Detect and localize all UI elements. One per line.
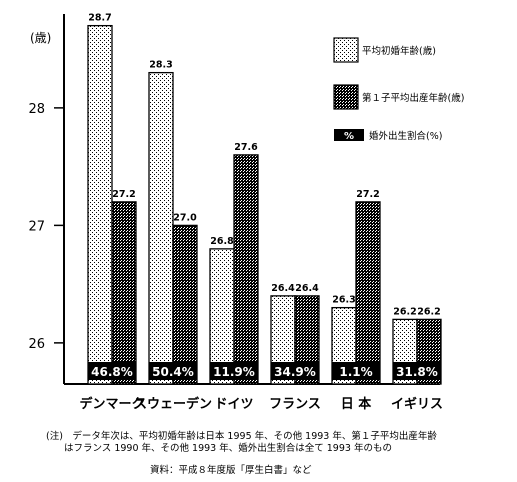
- legend-swatch: [334, 129, 364, 141]
- out-of-wedlock-box: [271, 362, 319, 380]
- data-label: 26.2: [417, 306, 440, 317]
- bar-first-birth-age: [172, 224, 198, 385]
- x-category-label: ドイツ: [214, 397, 253, 412]
- data-label: 27.6: [234, 142, 258, 153]
- y-tick-label: 27: [28, 219, 45, 234]
- out-of-wedlock-label: 46.8%: [91, 365, 133, 379]
- out-of-wedlock-label: 34.9%: [274, 365, 316, 379]
- bar-first-birth-age: [233, 154, 259, 385]
- footnote-line-1: (注) データ年次は、平均初婚年齢は日本 1995 年、その他 1993 年、第…: [46, 431, 437, 442]
- out-of-wedlock-label: 50.4%: [152, 365, 194, 379]
- x-category-label: フランス: [269, 397, 321, 412]
- bar-first-marriage-age: [87, 24, 113, 385]
- source-note: 資料：平成８年度版「厚生白書」など: [150, 465, 312, 476]
- y-unit-label: (歳): [30, 31, 51, 45]
- bars-layer: 28.7 27.2 46.8% デンマーク 28.3 27.0 50.4% スウェーデン 26.…: [79, 13, 443, 412]
- legend-swatch-symbol: %: [344, 131, 354, 142]
- out-of-wedlock-label: 11.9%: [213, 365, 255, 379]
- bar-chart: (歳) 26 27 28 28.7 27.2 46.8% デンマーク 28.3 27.0 50.4…: [28, 13, 464, 412]
- data-label: 26.4: [271, 283, 295, 294]
- legend: 平均初婚年齢(歳) 第１子平均出産年齢(歳)% 婚外出生割合(%): [333, 37, 464, 142]
- footnote-line-2: はフランス 1990 年、その他 1993 年、婚外出生割合は全て 1993 年…: [64, 443, 392, 454]
- y-tick-label: 26: [28, 337, 45, 352]
- bar-first-marriage-age: [148, 71, 174, 385]
- out-of-wedlock-label: 31.8%: [396, 365, 438, 379]
- out-of-wedlock-label: 1.1%: [339, 365, 372, 379]
- legend-label: 第１子平均出産年齢(歳): [362, 92, 464, 104]
- y-tick-label: 28: [28, 102, 45, 117]
- data-label: 26.2: [393, 306, 416, 317]
- x-category-label: スウェーデン: [134, 396, 212, 412]
- data-label: 28.3: [149, 60, 172, 71]
- x-category-label: デンマーク: [79, 396, 144, 412]
- bar-first-birth-age: [111, 201, 137, 385]
- out-of-wedlock-box: [210, 362, 258, 380]
- data-label: 27.2: [356, 189, 379, 200]
- data-label: 27.0: [173, 212, 197, 223]
- legend-swatch: [333, 84, 359, 110]
- legend-swatch: [333, 37, 359, 63]
- bar-first-birth-age: [355, 201, 381, 385]
- out-of-wedlock-box: [332, 362, 380, 380]
- x-category-label: 日 本: [341, 396, 372, 412]
- out-of-wedlock-box: [393, 362, 441, 380]
- data-label: 26.3: [332, 295, 355, 306]
- out-of-wedlock-box: [88, 362, 136, 380]
- data-label: 27.2: [112, 189, 135, 200]
- legend-label: 婚外出生割合(%): [369, 130, 442, 142]
- legend-label: 平均初婚年齢(歳): [362, 45, 436, 57]
- data-label: 28.7: [88, 13, 111, 24]
- data-label: 26.4: [295, 283, 319, 294]
- out-of-wedlock-box: [149, 362, 197, 380]
- x-category-label: イギリス: [391, 396, 443, 412]
- data-label: 26.8: [210, 236, 234, 247]
